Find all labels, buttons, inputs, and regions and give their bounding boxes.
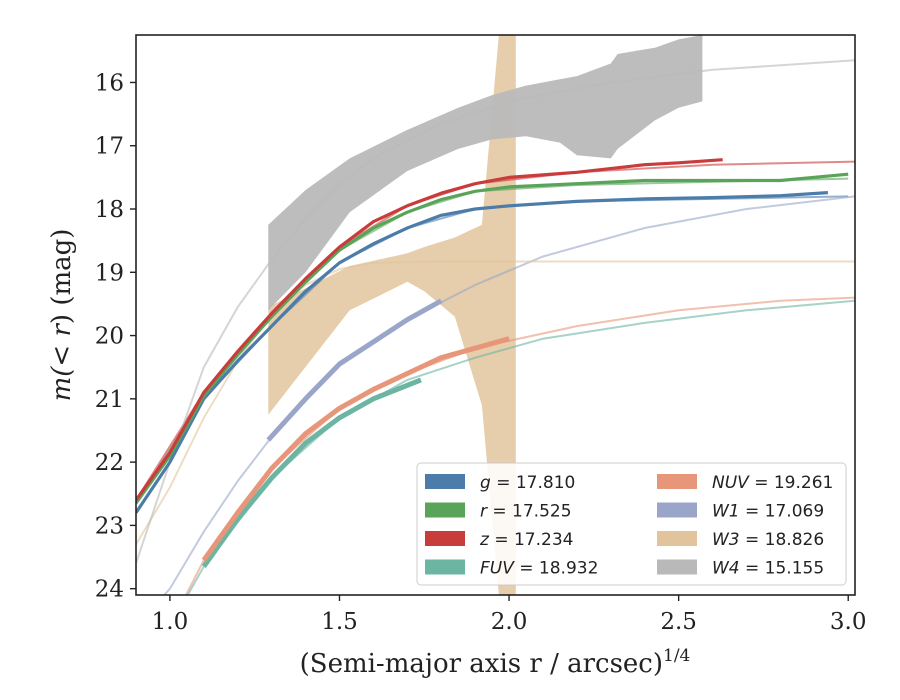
legend-entry-w3: W3 = 18.826 bbox=[712, 530, 824, 550]
legend-entry-z: z = 17.234 bbox=[479, 530, 573, 550]
data-curve-g bbox=[136, 191, 829, 514]
y-tick-label: 20 bbox=[95, 324, 124, 350]
legend-entry-w1: W1 = 17.069 bbox=[712, 502, 824, 522]
legend-swatch-r bbox=[425, 502, 465, 518]
legend-swatch-nuv bbox=[657, 474, 697, 489]
legend-entry-g: g = 17.810 bbox=[480, 473, 575, 493]
x-tick-label: 2.0 bbox=[491, 609, 528, 635]
legend-swatch-g bbox=[425, 474, 465, 489]
legend-swatch-w4 bbox=[657, 559, 697, 575]
y-tick-label: 23 bbox=[95, 513, 124, 539]
legend-entry-fuv: FUV = 18.932 bbox=[480, 559, 598, 579]
y-tick-label: 16 bbox=[95, 70, 124, 96]
legend-swatch-z bbox=[425, 531, 465, 546]
legend-box bbox=[416, 462, 847, 586]
legend: g = 17.810 r = 17.525 z = 17.234 FUV = 18.9… bbox=[416, 462, 847, 586]
band-w4 bbox=[268, 35, 703, 311]
x-tick-label: 1.5 bbox=[321, 609, 358, 635]
uncertainty-bands bbox=[268, 35, 703, 595]
y-tick-label: 18 bbox=[95, 197, 124, 223]
y-tick-label: 21 bbox=[95, 387, 124, 413]
legend-swatch-w3 bbox=[657, 531, 697, 546]
data-curves bbox=[136, 158, 849, 568]
x-axis-label-exponent: 1/4 bbox=[663, 646, 690, 666]
y-tick-label: 22 bbox=[95, 450, 124, 476]
data-curve-r bbox=[136, 172, 849, 505]
legend-entry-r: r = 17.525 bbox=[480, 502, 572, 522]
y-tick-label: 24 bbox=[95, 577, 124, 603]
y-tick-label: 17 bbox=[95, 134, 124, 160]
x-tick-label: 1.0 bbox=[152, 609, 189, 635]
data-curve-z bbox=[136, 158, 723, 502]
legend-entry-nuv: NUV = 19.261 bbox=[712, 473, 833, 493]
legend-swatch-fuv bbox=[425, 559, 465, 575]
y-axis-ticks: 16 17 18 19 20 21 22 23 24 bbox=[95, 70, 136, 603]
model-curve-w4 bbox=[136, 59, 855, 564]
legend-swatch-w1 bbox=[657, 502, 697, 518]
x-tick-label: 2.5 bbox=[660, 609, 697, 635]
y-tick-label: 19 bbox=[95, 260, 124, 286]
x-axis-label: (Semi-major axis r / arcsec)1/4 bbox=[300, 646, 691, 679]
x-tick-label: 3.0 bbox=[830, 609, 867, 635]
x-axis-ticks: 1.0 1.5 2.0 2.5 3.0 bbox=[152, 595, 867, 635]
y-axis-label: m(< r) (mag) bbox=[47, 229, 77, 402]
plot-frame bbox=[135, 34, 856, 596]
band-w3 bbox=[268, 35, 516, 595]
data-curve-w1 bbox=[266, 298, 443, 442]
data-curve-fuv bbox=[201, 377, 422, 568]
legend-entry-w4: W4 = 15.155 bbox=[712, 559, 824, 579]
data-curve-nuv bbox=[201, 336, 510, 562]
